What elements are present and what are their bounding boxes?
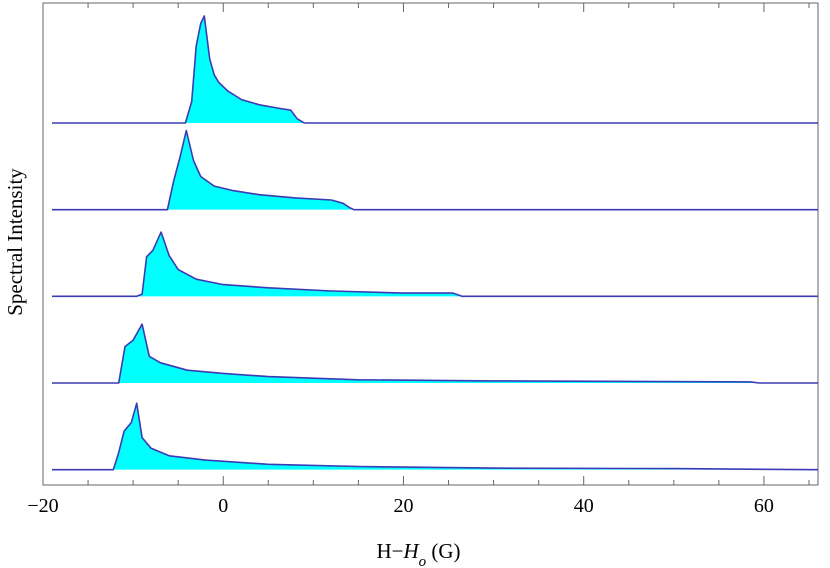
plot-frame <box>42 2 819 486</box>
x-axis-title: H−Ho (G) <box>376 539 460 568</box>
x-tick-label: 0 <box>218 495 228 517</box>
trace-fill-1 <box>52 16 818 123</box>
x-axis-title-subscript: o <box>419 554 427 568</box>
x-axis: −20 0 20 40 60 <box>27 3 810 517</box>
trace-line-2 <box>52 129 818 211</box>
trace-line-4 <box>52 323 818 384</box>
traces-group <box>52 15 819 471</box>
trace-fill-3 <box>52 232 818 297</box>
x-tick-label: −20 <box>27 495 58 517</box>
x-axis-title-unit: (G) <box>426 539 460 563</box>
y-axis-title: Spectral Intensity <box>3 168 27 316</box>
trace-line-3 <box>52 231 818 298</box>
x-tick-label: 60 <box>754 495 774 517</box>
trace-fill-5 <box>52 403 818 470</box>
trace-line-5 <box>52 402 819 471</box>
trace-line-1 <box>52 15 818 124</box>
trace-fill-4 <box>52 324 818 384</box>
x-axis-title-h: H <box>402 539 420 563</box>
x-tick-label: 40 <box>574 495 594 517</box>
x-axis-title-prefix: H− <box>376 539 403 563</box>
trace-fill-2 <box>52 130 818 210</box>
x-tick-label: 20 <box>393 495 413 517</box>
